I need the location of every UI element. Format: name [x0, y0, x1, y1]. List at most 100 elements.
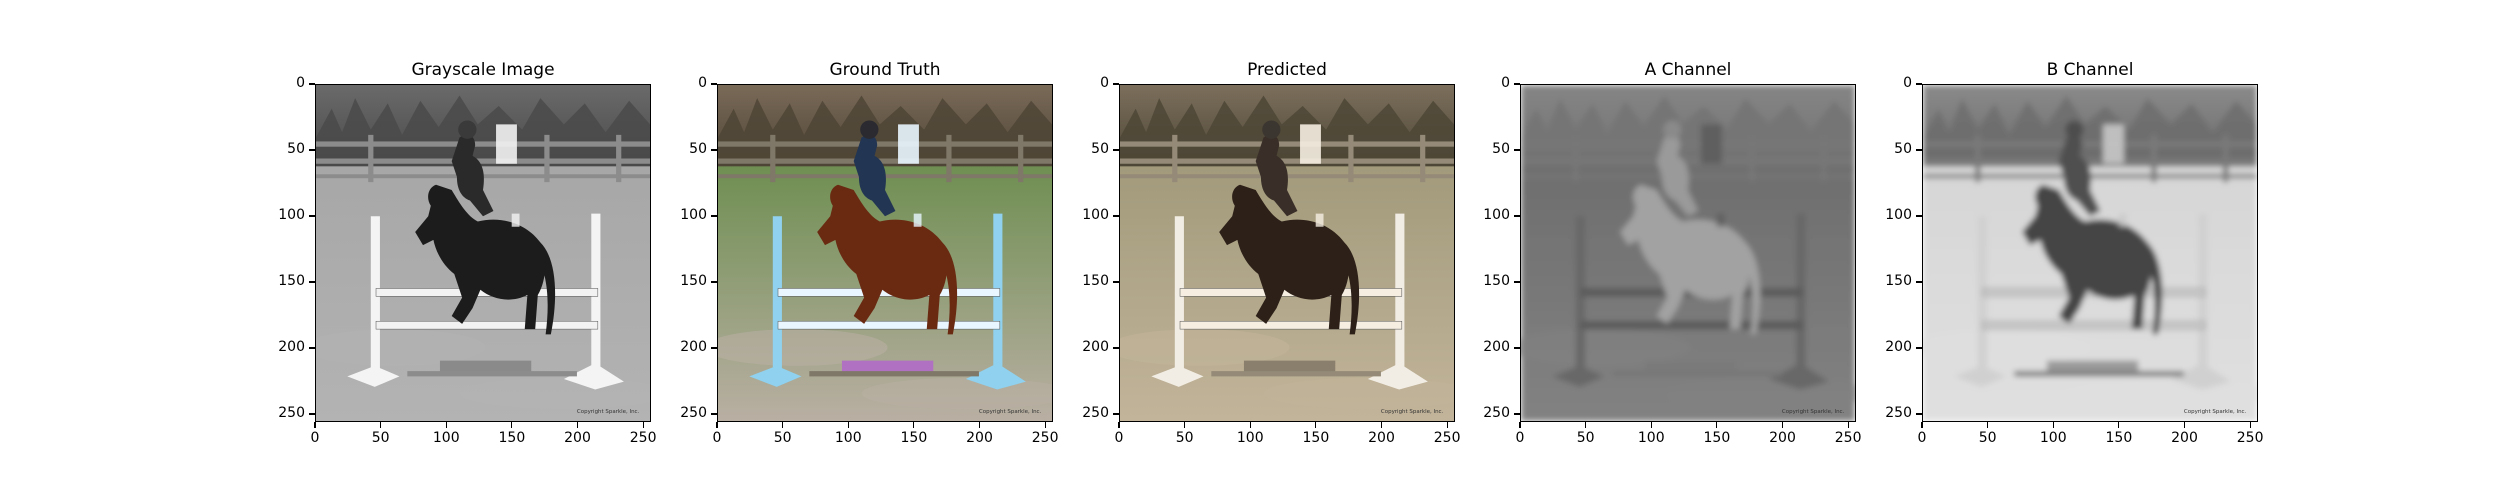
y-tick-mark	[1916, 347, 1922, 349]
horse-jump-grayscale-image: Copyright Sparkle, Inc.	[315, 84, 651, 422]
y-tick-mark	[1113, 413, 1119, 415]
y-tick-mark	[1916, 149, 1922, 151]
y-tick-mark	[711, 215, 717, 217]
y-tick-label: 200	[1483, 339, 1510, 356]
x-tick-label: 250	[1433, 430, 1461, 446]
y-tick-label: 50	[689, 141, 707, 158]
x-tick-label: 250	[2236, 430, 2264, 446]
x-tick-label: 0	[1515, 430, 1525, 446]
y-tick-label: 250	[1885, 405, 1912, 422]
y-tick-label: 50	[1492, 141, 1510, 158]
x-tick-label: 100	[1637, 430, 1665, 446]
x-tick-label: 250	[629, 430, 657, 446]
y-tick-label: 200	[278, 339, 305, 356]
y-tick-label: 0	[1100, 75, 1109, 91]
x-tick-mark	[1650, 422, 1652, 428]
x-tick-label: 200	[1769, 430, 1796, 446]
panel-title: Ground Truth	[829, 60, 941, 80]
y-tick-mark	[1514, 149, 1520, 151]
panel-title: A Channel	[1644, 60, 1732, 80]
x-tick-label: 100	[834, 430, 862, 446]
x-tick-mark	[576, 422, 579, 428]
horse-jump-b-channel-image: Copyright Sparkle, Inc.	[1922, 84, 2258, 422]
y-tick-label: 0	[698, 75, 707, 91]
y-tick-mark	[1916, 281, 1922, 283]
x-tick-mark	[314, 422, 316, 428]
x-tick-label: 50	[1978, 430, 1997, 446]
x-tick-label: 150	[1703, 430, 1731, 446]
y-tick-label: 250	[680, 405, 707, 422]
x-tick-label: 250	[1031, 430, 1059, 446]
copyright-watermark: Copyright Sparkle, Inc.	[1381, 409, 1444, 415]
x-tick-mark	[1781, 422, 1784, 428]
x-tick-label: 50	[1576, 430, 1595, 446]
x-tick-label: 0	[1114, 430, 1124, 446]
x-tick-label: 250	[1834, 430, 1862, 446]
x-tick-mark	[1446, 422, 1448, 428]
x-tick-label: 50	[773, 430, 792, 446]
x-tick-mark	[1585, 422, 1587, 428]
x-tick-label: 150	[900, 430, 928, 446]
x-tick-mark	[782, 422, 784, 428]
x-tick-mark	[1184, 422, 1186, 428]
y-tick-mark	[1113, 215, 1119, 217]
y-tick-mark	[309, 149, 315, 151]
panel-title: Predicted	[1247, 60, 1327, 80]
x-tick-mark	[380, 422, 382, 428]
x-tick-mark	[2249, 422, 2251, 428]
x-tick-mark	[1921, 422, 1923, 428]
y-tick-mark	[1113, 149, 1119, 151]
y-tick-mark	[711, 83, 717, 85]
x-tick-label: 150	[1302, 430, 1330, 446]
y-tick-label: 100	[278, 207, 305, 224]
x-tick-label: 150	[2105, 430, 2133, 446]
x-tick-mark	[1380, 422, 1383, 428]
x-tick-mark	[913, 422, 915, 428]
y-tick-mark	[309, 281, 315, 283]
x-tick-label: 0	[712, 430, 722, 446]
x-tick-mark	[445, 422, 447, 428]
copyright-watermark: Copyright Sparkle, Inc.	[979, 409, 1042, 415]
x-tick-mark	[1044, 422, 1046, 428]
x-tick-mark	[511, 422, 513, 428]
y-tick-label: 250	[1483, 405, 1510, 422]
x-tick-mark	[1249, 422, 1251, 428]
y-tick-label: 200	[680, 339, 707, 356]
y-tick-mark	[1514, 215, 1520, 217]
y-tick-mark	[1113, 347, 1119, 349]
horse-jump-a-channel-image: Copyright Sparkle, Inc.	[1520, 84, 1856, 422]
y-tick-label: 100	[1483, 207, 1510, 224]
y-tick-mark	[309, 83, 315, 85]
x-tick-label: 0	[1917, 430, 1927, 446]
panel-title: B Channel	[2046, 60, 2134, 80]
x-tick-mark	[642, 422, 644, 428]
y-tick-mark	[1916, 413, 1922, 415]
x-tick-label: 50	[1175, 430, 1194, 446]
x-tick-mark	[2183, 422, 2186, 428]
x-tick-mark	[978, 422, 981, 428]
y-tick-label: 150	[1885, 273, 1912, 290]
x-tick-label: 200	[564, 430, 591, 446]
y-tick-mark	[309, 347, 315, 349]
x-tick-mark	[2052, 422, 2054, 428]
y-tick-mark	[1514, 347, 1520, 349]
x-tick-label: 0	[310, 430, 320, 446]
y-tick-mark	[711, 149, 717, 151]
x-tick-mark	[847, 422, 849, 428]
x-tick-label: 100	[432, 430, 460, 446]
y-tick-mark	[1113, 83, 1119, 85]
y-tick-label: 200	[1082, 339, 1109, 356]
y-tick-mark	[1514, 83, 1520, 85]
y-tick-mark	[1514, 413, 1520, 415]
copyright-watermark: Copyright Sparkle, Inc.	[2184, 409, 2247, 415]
x-tick-mark	[1987, 422, 1989, 428]
y-tick-mark	[711, 347, 717, 349]
copyright-watermark: Copyright Sparkle, Inc.	[1782, 409, 1845, 415]
y-tick-label: 0	[296, 75, 305, 91]
y-tick-label: 50	[1091, 141, 1109, 158]
x-tick-mark	[1315, 422, 1317, 428]
y-tick-mark	[309, 215, 315, 217]
x-tick-mark	[1716, 422, 1718, 428]
y-tick-label: 0	[1903, 75, 1912, 91]
y-tick-mark	[309, 413, 315, 415]
